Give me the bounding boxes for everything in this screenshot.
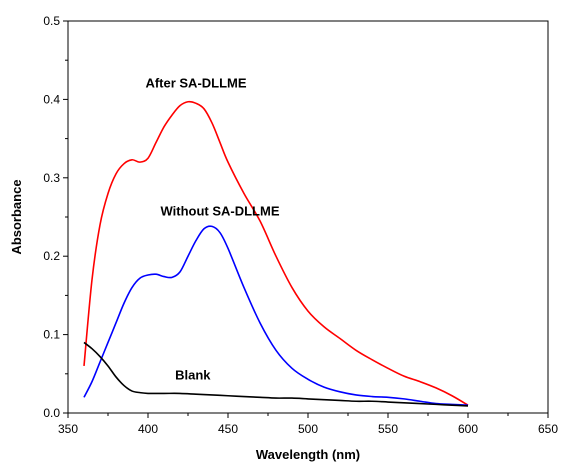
annotations: After SA-DLLME Without SA-DLLME Blank <box>145 76 279 383</box>
x-tick-label: 400 <box>138 422 158 436</box>
annotation-3: Blank <box>175 367 211 382</box>
series-layer <box>83 100 469 407</box>
plot-frame <box>67 20 549 414</box>
plot-border <box>67 20 549 414</box>
y-tick-label: 0.1 <box>43 328 60 342</box>
y-axis: 0.0 0.1 0.2 0.3 0.4 0.5 <box>43 14 68 420</box>
x-tick-label: 650 <box>538 422 558 436</box>
y-tick-label: 0.5 <box>43 14 60 28</box>
annotation-2: Without SA-DLLME <box>160 203 279 218</box>
x-tick-label: 500 <box>298 422 318 436</box>
annotation-1: After SA-DLLME <box>145 76 246 91</box>
y-tick-label: 0.0 <box>43 406 60 420</box>
series-line-3 <box>83 341 469 407</box>
y-tick-label: 0.4 <box>43 92 60 106</box>
series-line-1 <box>83 100 469 406</box>
y-axis-title: Absorbance <box>9 179 24 254</box>
x-tick-label: 550 <box>378 422 398 436</box>
y-tick-label: 0.2 <box>43 249 60 263</box>
x-tick-label: 600 <box>458 422 478 436</box>
x-tick-label: 350 <box>58 422 78 436</box>
x-axis-title: Wavelength (nm) <box>256 447 360 462</box>
y-tick-label: 0.3 <box>43 171 60 185</box>
x-axis: 350 400 450 500 550 600 650 <box>58 413 558 436</box>
series-line-2 <box>83 225 469 406</box>
x-tick-label: 450 <box>218 422 238 436</box>
